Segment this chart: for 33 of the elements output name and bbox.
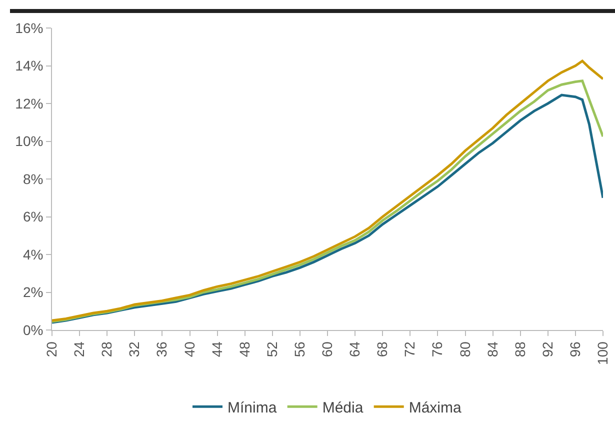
x-tick-label: 76 [429,341,446,358]
y-tick-label: 4% [22,246,44,262]
x-tick-label: 68 [374,341,390,358]
x-tick-label: 84 [484,341,500,358]
x-tick-label: 36 [154,341,170,358]
legend-label: Mínima [228,400,278,416]
y-tick-label: 6% [22,208,44,225]
x-tick-label: 32 [126,341,142,358]
legend-label: Média [322,400,364,416]
x-tick-label: 92 [539,341,556,358]
x-tick-label: 96 [567,341,583,358]
y-tick-label: 0% [22,322,44,338]
x-tick-label: 52 [264,341,280,358]
x-tick-label: 24 [71,341,88,358]
y-tick-label: 8% [22,170,44,187]
x-tick-label: 80 [456,341,473,358]
y-tick-label: 14% [15,58,44,74]
y-tick-label: 2% [22,284,44,300]
x-tick-label: 40 [181,341,198,358]
y-tick-label: 10% [15,133,44,150]
x-tick-label: 56 [292,341,308,358]
x-tick-label: 72 [402,341,418,358]
y-tick-label: 16% [15,20,44,36]
x-tick-label: 100 [594,341,611,365]
x-tick-label: 64 [346,341,363,358]
legend-label: Máxima [408,400,462,416]
y-tick-label: 12% [15,95,44,112]
x-tick-label: 88 [512,341,528,358]
x-tick-label: 28 [98,341,115,358]
x-tick-label: 44 [208,341,225,358]
x-tick-label: 48 [236,341,252,358]
x-tick-label: 20 [44,341,60,358]
x-tick-label: 60 [319,341,336,358]
